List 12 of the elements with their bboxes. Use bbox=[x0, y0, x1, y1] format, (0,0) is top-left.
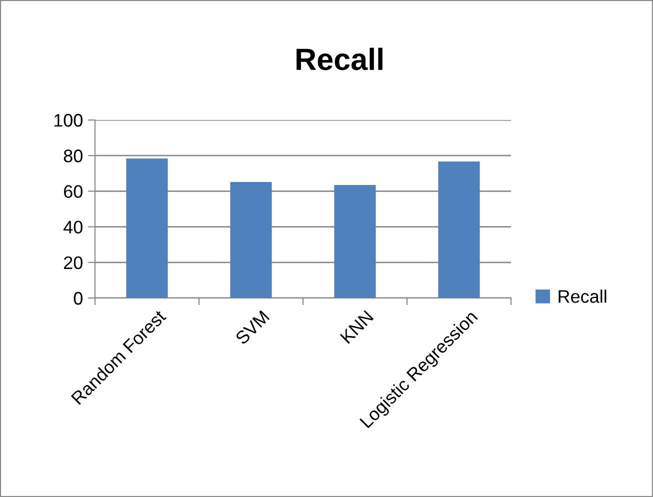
bar bbox=[438, 161, 480, 298]
y-tick-label: 0 bbox=[74, 292, 82, 305]
bar bbox=[230, 182, 272, 298]
legend-label: Recall bbox=[558, 290, 606, 303]
y-tick-label: 20 bbox=[64, 256, 82, 270]
bar bbox=[334, 184, 376, 298]
bar bbox=[126, 158, 168, 298]
y-tick-label: 100 bbox=[54, 114, 82, 127]
y-tick-label: 80 bbox=[64, 150, 82, 162]
y-tick-label: 60 bbox=[64, 185, 82, 198]
chart-title: Recall bbox=[296, 48, 382, 70]
y-tick-label: 40 bbox=[64, 220, 82, 234]
